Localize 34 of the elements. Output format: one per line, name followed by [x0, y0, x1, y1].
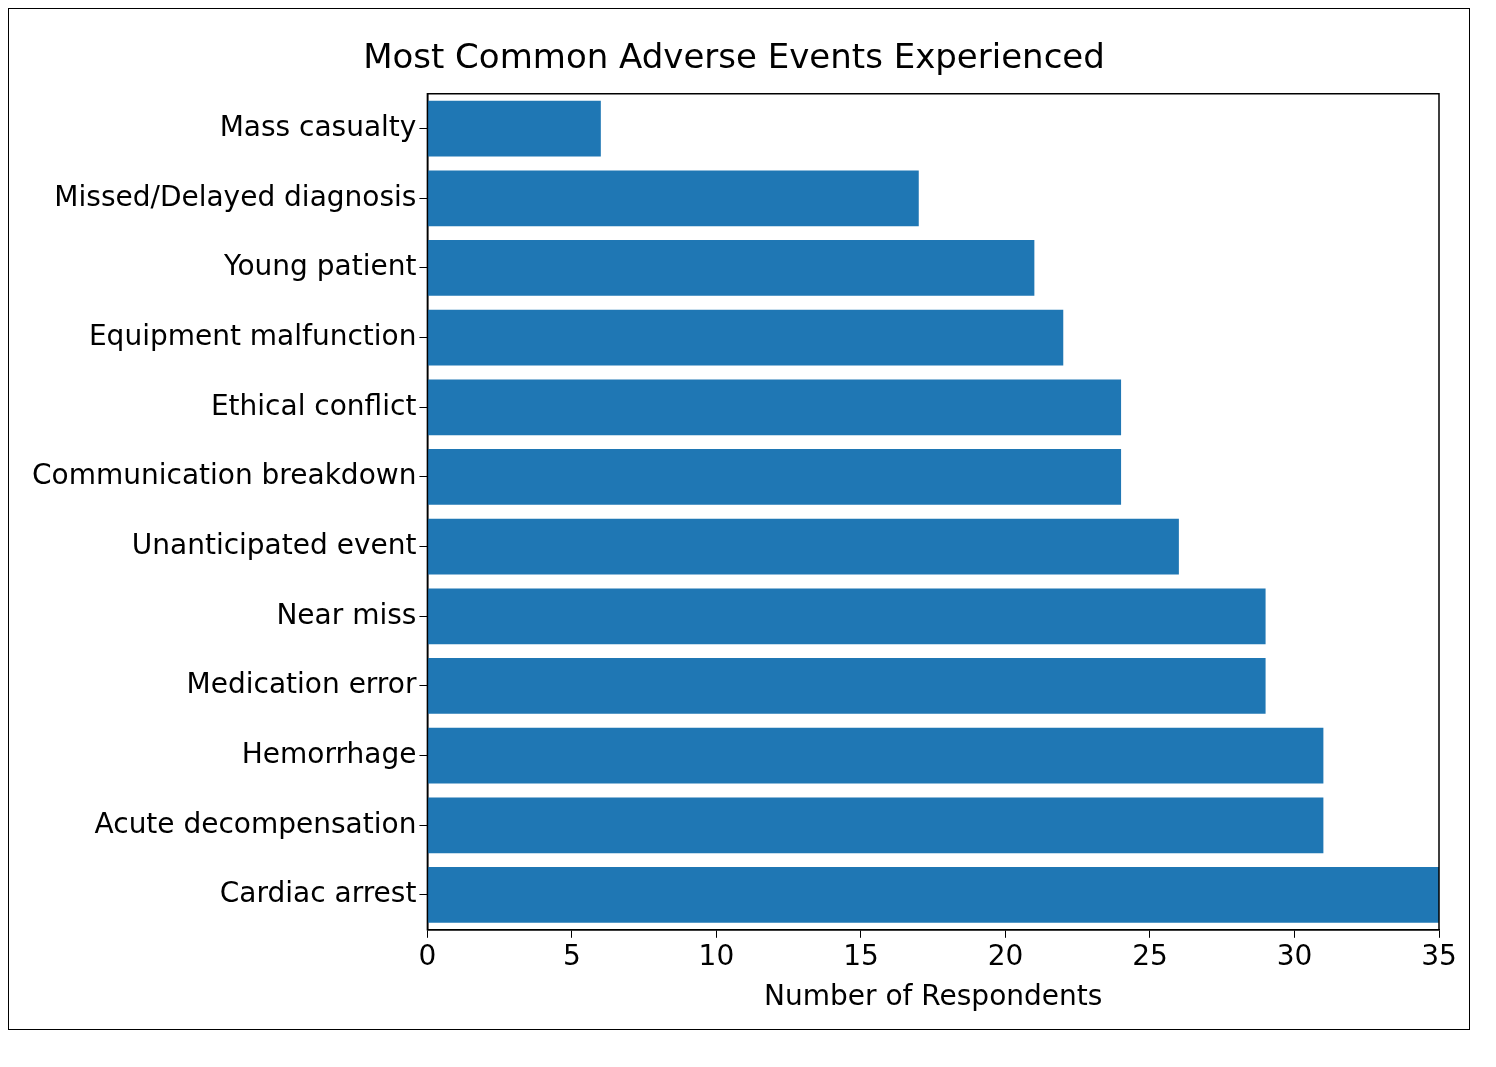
bar: [427, 518, 1179, 575]
y-tick-label: Young patient: [223, 249, 417, 283]
y-tick-label: Missed/Delayed diagnosis: [54, 179, 417, 213]
y-tick-label: Medication error: [186, 667, 417, 701]
x-tick-label: 5: [563, 938, 581, 972]
y-tick-label: Hemorrhage: [241, 736, 417, 770]
bar: [427, 379, 1122, 436]
chart-title: Most Common Adverse Events Experienced: [363, 36, 1105, 77]
bar: [427, 797, 1324, 854]
bar: [427, 867, 1439, 923]
y-tick-label: Mass casualty: [219, 109, 417, 143]
x-tick-label: 15: [843, 938, 879, 972]
bar: [427, 100, 601, 157]
x-tick-label: 25: [1132, 938, 1168, 972]
y-tick-label: Equipment malfunction: [88, 318, 417, 352]
bar: [427, 658, 1266, 714]
x-tick-label: 0: [418, 938, 437, 972]
x-axis-title: Number of Respondents: [764, 979, 1103, 1013]
bar: [427, 170, 919, 227]
y-tick-label: Cardiac arrest: [219, 876, 417, 910]
y-tick-label: Ethical conflict: [210, 388, 417, 422]
x-tick-label: 30: [1276, 938, 1313, 972]
x-tick-label: 35: [1421, 938, 1457, 972]
bar: [427, 588, 1266, 645]
x-tick-label: 20: [987, 938, 1024, 972]
bar: [427, 449, 1122, 505]
x-tick-label: 10: [698, 938, 735, 972]
y-tick-label: Acute decompensation: [94, 806, 417, 840]
bar: [427, 727, 1324, 784]
y-tick-label: Unanticipated event: [131, 527, 417, 561]
bar: [427, 240, 1035, 296]
y-tick-label: Near miss: [276, 597, 417, 631]
bar: [427, 309, 1064, 366]
y-tick-label: Communication breakdown: [31, 458, 417, 492]
